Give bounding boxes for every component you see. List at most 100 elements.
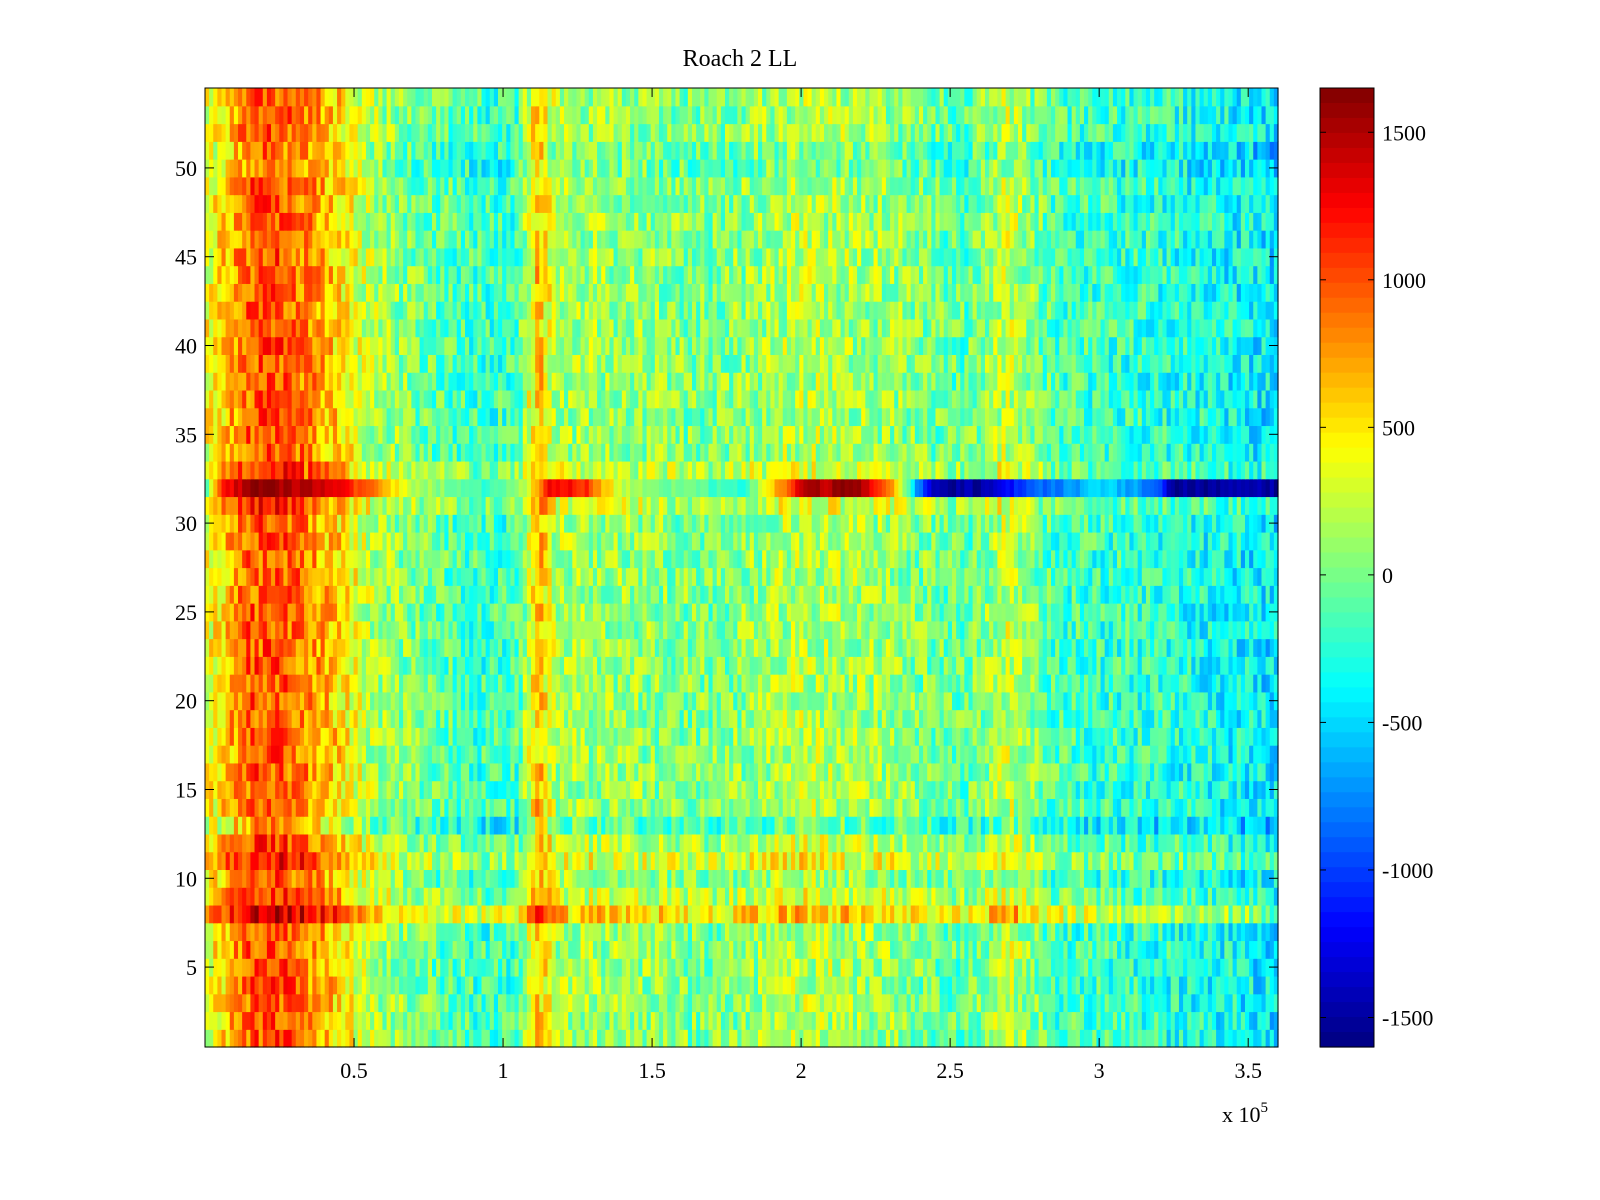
heatmap-cell <box>423 780 429 799</box>
heatmap-cell <box>918 993 924 1013</box>
heatmap-cell <box>1269 975 1275 995</box>
heatmap-cell <box>423 922 429 942</box>
heatmap-cell <box>914 887 920 906</box>
heatmap-cell <box>749 762 755 782</box>
heatmap-cell <box>807 1029 813 1048</box>
heatmap-cell <box>960 993 965 1013</box>
heatmap-cell <box>898 958 904 977</box>
heatmap-cell <box>1216 958 1221 977</box>
heatmap-cell <box>741 833 747 853</box>
heatmap-cell <box>506 904 511 924</box>
heatmap-cell <box>209 887 214 906</box>
heatmap-cell <box>894 851 899 871</box>
heatmap-cell <box>819 922 825 942</box>
heatmap-cell <box>205 833 210 853</box>
heatmap-cell <box>431 1029 437 1048</box>
heatmap-cell <box>1236 833 1242 853</box>
heatmap-cell <box>1170 993 1176 1013</box>
heatmap-cell <box>621 816 627 835</box>
heatmap-cell <box>737 993 743 1013</box>
heatmap-cell <box>1059 922 1064 942</box>
heatmap-cell <box>650 940 656 959</box>
heatmap-cell <box>914 816 920 835</box>
heatmap-cell <box>1216 1011 1221 1030</box>
heatmap-cell <box>625 780 631 799</box>
heatmap-cell <box>667 887 672 906</box>
heatmap-row <box>205 958 1279 977</box>
heatmap-cell <box>328 762 334 782</box>
heatmap-cell <box>869 993 875 1013</box>
heatmap-cell <box>671 958 677 977</box>
heatmap-cell <box>498 993 503 1013</box>
heatmap-cell <box>522 1011 528 1030</box>
heatmap-cell <box>1137 780 1143 799</box>
heatmap-cell <box>403 780 408 799</box>
heatmap-cell <box>238 975 243 995</box>
heatmap-cell <box>861 709 866 728</box>
heatmap-cell <box>634 833 639 853</box>
heatmap-cell <box>489 869 495 888</box>
heatmap-cell <box>1187 922 1192 942</box>
heatmap-cell <box>419 904 425 924</box>
heatmap-cell <box>1174 940 1180 959</box>
heatmap-cell <box>365 851 371 871</box>
heatmap-cell <box>683 975 689 995</box>
heatmap-cell <box>782 887 788 906</box>
heatmap-cell <box>477 904 483 924</box>
heatmap-cell <box>1261 922 1267 942</box>
heatmap-cell <box>1088 709 1093 728</box>
heatmap-cell <box>444 727 450 746</box>
heatmap-cell <box>1178 887 1184 906</box>
heatmap-cell <box>691 958 697 977</box>
heatmap-cell <box>1240 922 1246 942</box>
heatmap-cell <box>291 887 297 906</box>
heatmap-cell <box>568 887 573 906</box>
heatmap-cell <box>1059 904 1064 924</box>
heatmap-cell <box>407 922 412 942</box>
heatmap-cell <box>592 869 598 888</box>
heatmap-cell <box>1005 709 1011 728</box>
heatmap-cell <box>675 922 681 942</box>
heatmap-cell <box>881 958 887 977</box>
heatmap-cell <box>993 745 998 764</box>
heatmap-cell <box>539 727 545 746</box>
heatmap-cell <box>1051 869 1056 888</box>
heatmap-cell <box>1216 780 1221 799</box>
heatmap-cell <box>576 975 582 995</box>
heatmap-cell <box>1154 940 1159 959</box>
heatmap-cell <box>1112 762 1118 782</box>
heatmap-cell <box>840 940 846 959</box>
heatmap-cell <box>238 851 243 871</box>
heatmap-cell <box>762 727 767 746</box>
heatmap-cell <box>1228 851 1234 871</box>
heatmap-cell <box>394 1011 400 1030</box>
heatmap-cell <box>914 1011 920 1030</box>
heatmap-cell <box>238 958 243 977</box>
heatmap-cell <box>762 833 767 853</box>
heatmap-cell <box>205 975 210 995</box>
heatmap-cell <box>332 993 338 1013</box>
heatmap-cell <box>890 727 895 746</box>
heatmap-cell <box>724 1029 730 1048</box>
heatmap-cell <box>258 993 264 1013</box>
heatmap-cell <box>910 922 916 942</box>
heatmap-cell <box>1162 1029 1168 1048</box>
heatmap-cell <box>667 1029 672 1048</box>
heatmap-cell <box>316 1011 322 1030</box>
heatmap-cell <box>547 922 553 942</box>
heatmap-cell <box>559 922 565 942</box>
heatmap-cell <box>671 975 677 995</box>
heatmap-cell <box>370 727 375 746</box>
heatmap-cell <box>564 780 569 799</box>
heatmap-cell <box>572 745 578 764</box>
heatmap-row <box>205 709 1279 728</box>
heatmap-cell <box>1265 727 1271 746</box>
heatmap-cell <box>473 727 478 746</box>
heatmap-cell <box>799 798 805 817</box>
heatmap-cell <box>729 709 734 728</box>
heatmap-cell <box>1013 904 1019 924</box>
heatmap-cell <box>1224 727 1230 746</box>
heatmap-cell <box>1183 816 1188 835</box>
heatmap-cell <box>609 887 615 906</box>
heatmap-cell <box>914 922 920 942</box>
